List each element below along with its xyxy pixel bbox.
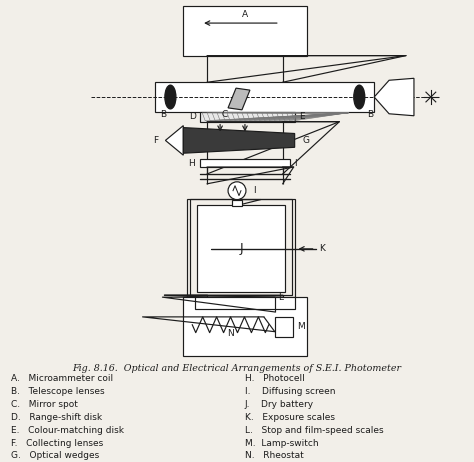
Text: L: L xyxy=(278,293,283,302)
Polygon shape xyxy=(228,88,250,110)
Text: D.   Range-shift disk: D. Range-shift disk xyxy=(11,413,102,422)
Text: D: D xyxy=(190,112,196,121)
Text: E: E xyxy=(299,112,304,121)
Bar xyxy=(200,159,290,167)
Ellipse shape xyxy=(165,85,176,109)
Ellipse shape xyxy=(354,85,365,109)
Text: C: C xyxy=(222,110,228,119)
Text: F: F xyxy=(153,136,158,145)
Text: I.    Diffusing screen: I. Diffusing screen xyxy=(245,387,336,396)
Polygon shape xyxy=(183,128,295,153)
Text: N.   Rheostat: N. Rheostat xyxy=(245,451,304,461)
Bar xyxy=(155,82,374,112)
Text: G: G xyxy=(302,136,310,145)
Text: J.    Dry battery: J. Dry battery xyxy=(245,400,314,409)
Text: H.   Photocell: H. Photocell xyxy=(245,375,305,383)
Bar xyxy=(232,200,242,207)
Bar xyxy=(200,112,295,122)
Bar xyxy=(183,6,307,55)
Bar xyxy=(187,199,295,299)
Bar xyxy=(197,206,285,292)
Text: K.   Exposure scales: K. Exposure scales xyxy=(245,413,335,422)
Text: B: B xyxy=(367,110,374,119)
Text: J: J xyxy=(239,243,243,255)
Text: I: I xyxy=(253,186,255,195)
Text: M: M xyxy=(297,322,304,331)
Text: B: B xyxy=(160,110,166,119)
Text: B.   Telescope lenses: B. Telescope lenses xyxy=(11,387,105,396)
Text: F.   Collecting lenses: F. Collecting lenses xyxy=(11,438,104,448)
Polygon shape xyxy=(374,78,414,116)
Bar xyxy=(195,297,295,309)
Bar xyxy=(190,199,292,295)
Bar xyxy=(183,297,307,356)
Text: Fig. 8.16.  Optical and Electrical Arrangements of S.E.I. Photometer: Fig. 8.16. Optical and Electrical Arrang… xyxy=(73,364,401,373)
Text: H: H xyxy=(189,158,195,168)
Text: A.   Microammeter coil: A. Microammeter coil xyxy=(11,375,113,383)
Text: C.   Mirror spot: C. Mirror spot xyxy=(11,400,78,409)
Text: G.   Optical wedges: G. Optical wedges xyxy=(11,451,100,461)
Text: N: N xyxy=(227,329,234,338)
Text: E.   Colour-matching disk: E. Colour-matching disk xyxy=(11,426,124,435)
Text: L.   Stop and film-speed scales: L. Stop and film-speed scales xyxy=(245,426,383,435)
Circle shape xyxy=(228,182,246,200)
Text: I: I xyxy=(294,158,296,168)
Text: K: K xyxy=(319,244,325,253)
Text: A: A xyxy=(242,10,248,18)
Bar xyxy=(275,317,292,337)
Polygon shape xyxy=(165,126,183,155)
Text: M.  Lamp-switch: M. Lamp-switch xyxy=(245,438,319,448)
